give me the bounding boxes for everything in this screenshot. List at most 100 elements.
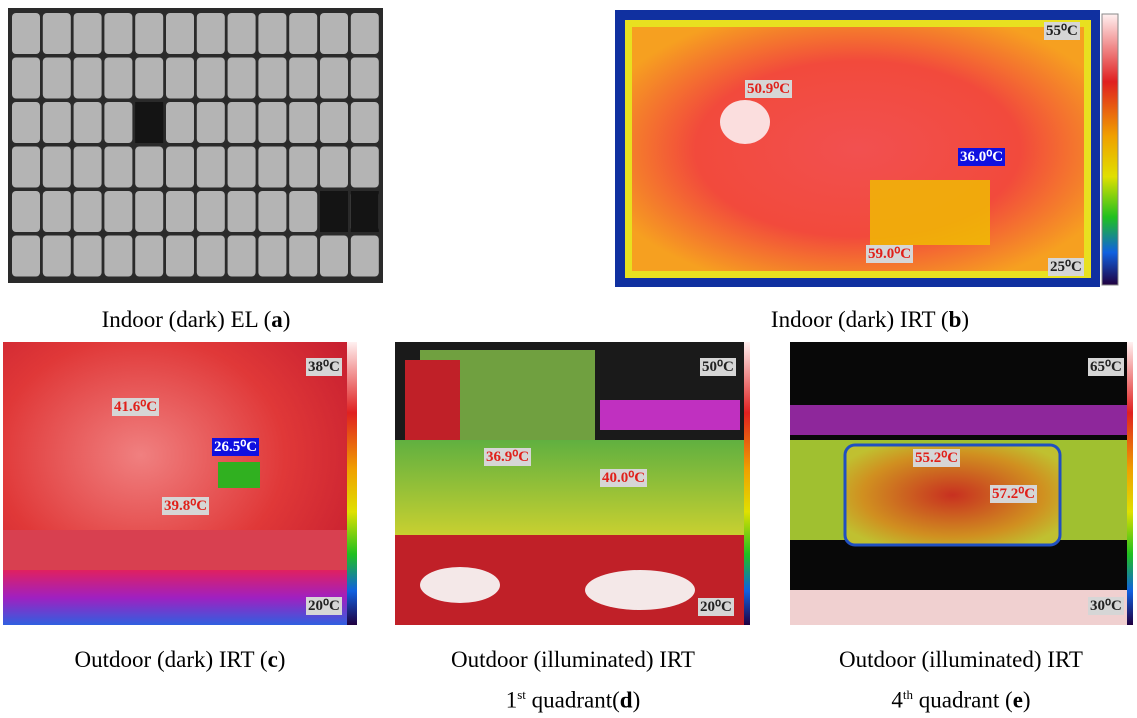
page: 55⁰C 25⁰C 50.9⁰C 36.0⁰C 59.0⁰C 38⁰C 20⁰C… bbox=[0, 0, 1137, 715]
caption-line: 1st quadrant(d) bbox=[451, 677, 695, 718]
caption: Indoor (dark) EL (a) bbox=[102, 302, 291, 337]
solar-cell bbox=[228, 191, 256, 232]
temp-label: 59.0⁰C bbox=[866, 245, 913, 263]
solar-cell bbox=[74, 13, 102, 54]
solar-cell bbox=[320, 13, 348, 54]
solar-cell bbox=[104, 13, 132, 54]
solar-cell bbox=[104, 236, 132, 277]
caption: Outdoor (illuminated) IRT 4th quadrant (e… bbox=[839, 642, 1083, 718]
hot-area bbox=[585, 570, 695, 610]
solar-cell bbox=[12, 58, 40, 99]
solar-cell bbox=[135, 236, 163, 277]
solar-cell bbox=[197, 147, 225, 188]
solar-cell bbox=[104, 102, 132, 143]
caption-line: Indoor (dark) EL (a) bbox=[102, 302, 291, 337]
solar-cell bbox=[197, 191, 225, 232]
solar-cell bbox=[228, 147, 256, 188]
solar-cell bbox=[289, 191, 317, 232]
color-bar bbox=[744, 342, 750, 625]
ground bbox=[790, 590, 1127, 625]
solar-cell bbox=[43, 236, 71, 277]
scale-label: 20⁰C bbox=[306, 597, 342, 615]
temp-label: 55.2⁰C bbox=[913, 449, 960, 467]
caption-text: Outdoor (illuminated) IRT bbox=[839, 647, 1083, 672]
solar-cell bbox=[258, 102, 286, 143]
solar-cell bbox=[228, 236, 256, 277]
solar-cell bbox=[135, 13, 163, 54]
solar-cell bbox=[289, 58, 317, 99]
solar-cell bbox=[135, 191, 163, 232]
solar-cell bbox=[74, 102, 102, 143]
temp-label: 41.6⁰C bbox=[112, 398, 159, 416]
solar-cell bbox=[12, 13, 40, 54]
solar-cell bbox=[351, 13, 379, 54]
solar-cell bbox=[104, 191, 132, 232]
caption-text: ) bbox=[278, 647, 286, 672]
background bbox=[600, 400, 740, 430]
solar-cell bbox=[228, 102, 256, 143]
panel bbox=[395, 440, 744, 535]
solar-cell bbox=[351, 102, 379, 143]
frame bbox=[3, 530, 347, 570]
solar-cell bbox=[289, 102, 317, 143]
temp-label: 39.8⁰C bbox=[162, 497, 209, 515]
caption-text: b bbox=[949, 307, 962, 332]
solar-cell bbox=[289, 13, 317, 54]
dark-cell bbox=[320, 191, 348, 232]
solar-cell bbox=[12, 147, 40, 188]
hot-panel bbox=[405, 360, 460, 440]
caption-text: quadrant ( bbox=[913, 688, 1013, 713]
solar-cell bbox=[12, 236, 40, 277]
solar-cell bbox=[104, 58, 132, 99]
caption-text: a bbox=[271, 307, 283, 332]
solar-cell bbox=[197, 102, 225, 143]
solar-cell bbox=[12, 102, 40, 143]
caption-text: d bbox=[620, 688, 633, 713]
solar-cell bbox=[43, 147, 71, 188]
scale-label: 65⁰C bbox=[1088, 358, 1124, 376]
solar-cell bbox=[74, 58, 102, 99]
solar-cell bbox=[228, 13, 256, 54]
color-bar bbox=[347, 342, 357, 625]
solar-cell bbox=[320, 147, 348, 188]
solar-cell bbox=[351, 236, 379, 277]
solar-cell bbox=[43, 191, 71, 232]
caption-text: e bbox=[1013, 688, 1023, 713]
dark-cell bbox=[351, 191, 379, 232]
solar-cell bbox=[258, 13, 286, 54]
caption-text: c bbox=[268, 647, 278, 672]
solar-cell bbox=[258, 58, 286, 99]
solar-cell bbox=[320, 58, 348, 99]
temp-label: 36.0⁰C bbox=[958, 148, 1005, 166]
temp-label: 40.0⁰C bbox=[600, 469, 647, 487]
solar-cell bbox=[12, 191, 40, 232]
scale-label: 38⁰C bbox=[306, 358, 342, 376]
solar-cell bbox=[43, 13, 71, 54]
temp-label: 57.2⁰C bbox=[990, 485, 1037, 503]
caption: Outdoor (dark) IRT (c) bbox=[75, 642, 286, 677]
caption-line: 4th quadrant (e) bbox=[839, 677, 1083, 718]
solar-cell bbox=[258, 191, 286, 232]
caption-text: th bbox=[903, 687, 913, 702]
solar-cell bbox=[289, 236, 317, 277]
solar-cell bbox=[135, 147, 163, 188]
temp-label: 50.9⁰C bbox=[745, 80, 792, 98]
figure bbox=[0, 0, 1137, 715]
caption-text: ) bbox=[1023, 688, 1031, 713]
scale-label: 50⁰C bbox=[700, 358, 736, 376]
hot-area bbox=[420, 567, 500, 603]
hot-spot bbox=[720, 100, 770, 144]
background bbox=[790, 405, 1127, 435]
caption-line: Outdoor (dark) IRT (c) bbox=[75, 642, 286, 677]
caption: Indoor (dark) IRT (b) bbox=[771, 302, 969, 337]
caption-text: Indoor (dark) IRT ( bbox=[771, 307, 949, 332]
solar-cell bbox=[104, 147, 132, 188]
temp-label: 36.9⁰C bbox=[484, 448, 531, 466]
solar-cell bbox=[74, 191, 102, 232]
cold-spot bbox=[218, 462, 260, 488]
solar-cell bbox=[320, 236, 348, 277]
scale-label: 30⁰C bbox=[1088, 597, 1124, 615]
solar-cell bbox=[351, 58, 379, 99]
temp-label: 26.5⁰C bbox=[212, 438, 259, 456]
